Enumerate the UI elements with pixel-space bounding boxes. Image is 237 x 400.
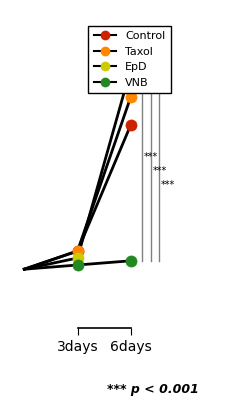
Text: ***: *** bbox=[144, 152, 158, 162]
Text: ***: *** bbox=[153, 166, 167, 176]
Legend: Control, Taxol, EpD, VNB: Control, Taxol, EpD, VNB bbox=[88, 26, 171, 93]
Text: ***: *** bbox=[161, 180, 175, 190]
Text: *** p < 0.001: *** p < 0.001 bbox=[107, 383, 199, 396]
